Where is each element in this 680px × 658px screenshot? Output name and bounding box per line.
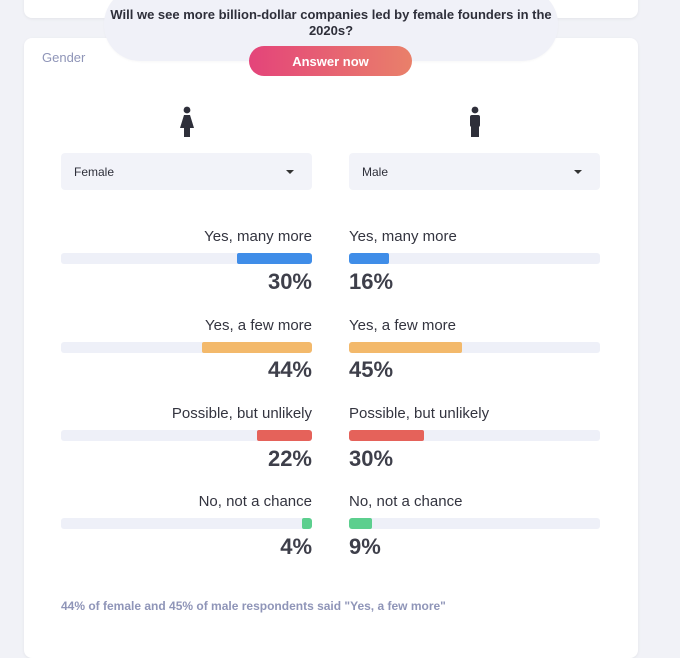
male-select-value: Male bbox=[362, 164, 389, 179]
female-percent: 44% bbox=[267, 357, 312, 382]
male-bar-fill bbox=[349, 253, 390, 264]
question-text: Will we see more billion-dollar companie… bbox=[110, 7, 552, 38]
male-option-label: No, not a chance bbox=[349, 493, 463, 510]
female-select-value: Female bbox=[74, 164, 115, 179]
female-person-icon bbox=[180, 106, 194, 137]
male-person-icon bbox=[470, 106, 480, 137]
female-bar-track bbox=[61, 253, 312, 264]
male-select[interactable]: Male bbox=[349, 153, 600, 190]
female-bar-track bbox=[61, 342, 312, 353]
female-bar-fill bbox=[236, 253, 312, 264]
male-option-label: Yes, a few more bbox=[349, 317, 456, 334]
chevron-down-icon bbox=[574, 169, 582, 174]
section-title: Gender bbox=[42, 50, 86, 65]
male-bar-track bbox=[349, 518, 600, 529]
male-bar-fill bbox=[349, 342, 462, 353]
male-percent: 9% bbox=[349, 534, 381, 559]
female-bar-fill bbox=[256, 430, 312, 441]
female-bar-fill bbox=[301, 518, 312, 529]
female-bar-fill bbox=[201, 342, 312, 353]
female-option-label: No, not a chance bbox=[198, 493, 312, 510]
male-bar-track bbox=[349, 253, 600, 264]
female-option-label: Yes, many more bbox=[204, 228, 312, 245]
male-option-label: Possible, but unlikely bbox=[349, 405, 490, 422]
female-option-label: Possible, but unlikely bbox=[171, 405, 312, 422]
male-bar-track bbox=[349, 430, 600, 441]
female-bar-track bbox=[61, 518, 312, 529]
summary-note: 44% of female and 45% of male respondent… bbox=[61, 599, 446, 613]
male-bar-track bbox=[349, 342, 600, 353]
female-select[interactable]: Female bbox=[61, 153, 312, 190]
male-bar-fill bbox=[349, 430, 425, 441]
female-percent: 4% bbox=[280, 534, 312, 559]
female-percent: 30% bbox=[267, 269, 312, 294]
female-bar-track bbox=[61, 430, 312, 441]
female-percent: 22% bbox=[267, 446, 312, 471]
chevron-down-icon bbox=[286, 169, 294, 174]
male-percent: 30% bbox=[349, 446, 394, 471]
female-option-label: Yes, a few more bbox=[205, 317, 312, 334]
male-bar-fill bbox=[349, 518, 372, 529]
male-percent: 16% bbox=[349, 269, 394, 294]
male-option-label: Yes, many more bbox=[349, 228, 457, 245]
male-percent: 45% bbox=[349, 357, 394, 382]
answer-now-button[interactable]: Answer now bbox=[249, 46, 412, 76]
